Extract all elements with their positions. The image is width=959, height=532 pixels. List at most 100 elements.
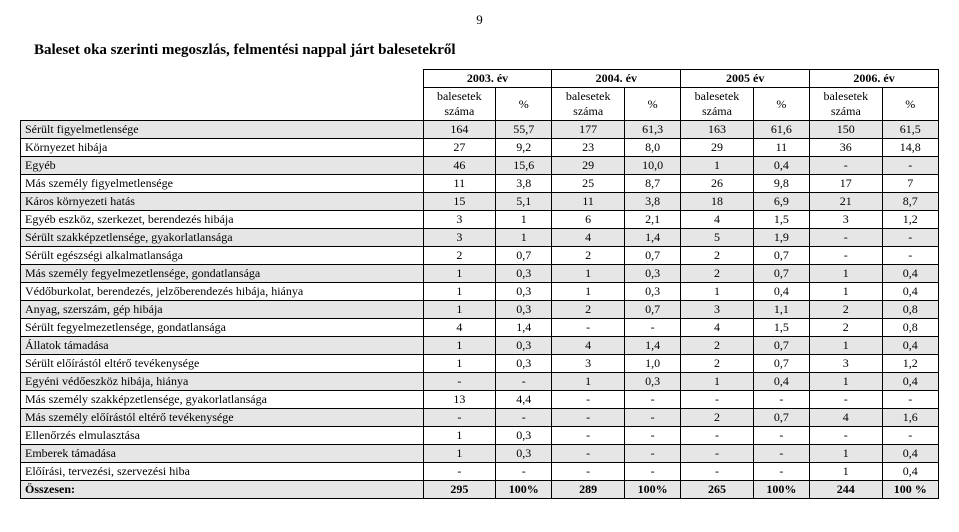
col-year-0: 2003. év bbox=[423, 70, 552, 88]
cell-pct: - bbox=[496, 373, 552, 391]
cell-pct: - bbox=[624, 409, 680, 427]
cell-pct: 0,4 bbox=[753, 283, 809, 301]
cell-pct: 0,7 bbox=[496, 247, 552, 265]
cell-count: 11 bbox=[552, 193, 624, 211]
cell-count: 163 bbox=[681, 121, 753, 139]
cell-pct: - bbox=[882, 247, 938, 265]
cell-pct: 0,8 bbox=[882, 301, 938, 319]
cell-count: 23 bbox=[552, 139, 624, 157]
cell-count: 1 bbox=[810, 445, 882, 463]
cell-count: 5 bbox=[681, 229, 753, 247]
table-row: Állatok támadása10,341,420,710,4 bbox=[21, 337, 939, 355]
cell-pct: 9,8 bbox=[753, 175, 809, 193]
cell-count: 177 bbox=[552, 121, 624, 139]
row-label: Sérült szakképzetlensége, gyakorlatlansá… bbox=[21, 229, 424, 247]
cell-count: - bbox=[810, 229, 882, 247]
cell-count: 2 bbox=[552, 247, 624, 265]
row-label: Sérült figyelmetlensége bbox=[21, 121, 424, 139]
cell-count: 2 bbox=[681, 409, 753, 427]
cell-count: 1 bbox=[681, 157, 753, 175]
cell-pct: - bbox=[882, 157, 938, 175]
table-row: Védőburkolat, berendezés, jelzőberendezé… bbox=[21, 283, 939, 301]
cell-pct: 61,5 bbox=[882, 121, 938, 139]
row-label: Környezet hibája bbox=[21, 139, 424, 157]
cell-pct: 0,7 bbox=[624, 301, 680, 319]
cell-count: 27 bbox=[423, 139, 495, 157]
cell-pct: 0,4 bbox=[882, 283, 938, 301]
cell-pct: 0,4 bbox=[882, 337, 938, 355]
cell-pct: 0,3 bbox=[496, 301, 552, 319]
cell-count: - bbox=[423, 409, 495, 427]
cell-count: 3 bbox=[552, 355, 624, 373]
cell-count: - bbox=[423, 463, 495, 481]
cell-count: 2 bbox=[552, 301, 624, 319]
table-row: Környezet hibája279,2238,029113614,8 bbox=[21, 139, 939, 157]
cell-count: 1 bbox=[423, 283, 495, 301]
row-label: Előírási, tervezési, szervezési hiba bbox=[21, 463, 424, 481]
cell-count: 150 bbox=[810, 121, 882, 139]
cell-pct: - bbox=[624, 463, 680, 481]
cell-count: 1 bbox=[423, 337, 495, 355]
header-blank bbox=[21, 70, 424, 121]
cell-count: 1 bbox=[681, 373, 753, 391]
table-row: Anyag, szerszám, gép hibája10,320,731,12… bbox=[21, 301, 939, 319]
row-label: Egyéb bbox=[21, 157, 424, 175]
total-row: Összesen:295100%289100%265100%244100 % bbox=[21, 481, 939, 499]
cell-pct: - bbox=[496, 409, 552, 427]
col-pct-3: % bbox=[882, 88, 938, 121]
total-pct: 100% bbox=[753, 481, 809, 499]
table-row: Egyéb eszköz, szerkezet, berendezés hibá… bbox=[21, 211, 939, 229]
cell-count: 1 bbox=[810, 463, 882, 481]
cell-count: 29 bbox=[681, 139, 753, 157]
row-label: Más személy szakképzetlensége, gyakorlat… bbox=[21, 391, 424, 409]
cell-count: 3 bbox=[681, 301, 753, 319]
cell-pct: - bbox=[753, 445, 809, 463]
cell-count: 21 bbox=[810, 193, 882, 211]
cell-pct: 61,6 bbox=[753, 121, 809, 139]
cell-pct: 3,8 bbox=[624, 193, 680, 211]
col-year-2: 2005 év bbox=[681, 70, 810, 88]
cell-pct: 8,0 bbox=[624, 139, 680, 157]
cell-count: 2 bbox=[810, 301, 882, 319]
cell-count: 25 bbox=[552, 175, 624, 193]
cell-pct: - bbox=[753, 391, 809, 409]
cell-count: - bbox=[681, 391, 753, 409]
cell-pct: 0,3 bbox=[496, 283, 552, 301]
row-label: Állatok támadása bbox=[21, 337, 424, 355]
cell-pct: 0,4 bbox=[882, 445, 938, 463]
cell-pct: - bbox=[882, 391, 938, 409]
table-row: Egyéni védőeszköz hibája, hiánya--10,310… bbox=[21, 373, 939, 391]
col-count-3: balesetek száma bbox=[810, 88, 882, 121]
table-row: Más személy figyelmetlensége113,8258,726… bbox=[21, 175, 939, 193]
cell-pct: 10,0 bbox=[624, 157, 680, 175]
cell-pct: 14,8 bbox=[882, 139, 938, 157]
cell-pct: 0,8 bbox=[882, 319, 938, 337]
cell-pct: 0,4 bbox=[753, 157, 809, 175]
cell-count: - bbox=[810, 427, 882, 445]
cell-count: 3 bbox=[810, 211, 882, 229]
cell-count: - bbox=[552, 463, 624, 481]
total-label: Összesen: bbox=[21, 481, 424, 499]
cell-count: 1 bbox=[552, 265, 624, 283]
cell-pct: 1 bbox=[496, 229, 552, 247]
cell-count: 1 bbox=[810, 283, 882, 301]
cell-pct: 0,7 bbox=[753, 409, 809, 427]
accidents-table: 2003. év 2004. év 2005 év 2006. év bales… bbox=[20, 69, 939, 499]
cell-pct: 0,3 bbox=[496, 445, 552, 463]
cell-count: 4 bbox=[681, 319, 753, 337]
cell-count: 4 bbox=[552, 337, 624, 355]
table-title: Baleset oka szerinti megoszlás, felmenté… bbox=[20, 42, 939, 59]
cell-count: - bbox=[423, 373, 495, 391]
cell-count: 2 bbox=[681, 265, 753, 283]
cell-count: 29 bbox=[552, 157, 624, 175]
cell-pct: 0,3 bbox=[624, 283, 680, 301]
row-label: Más személy figyelmetlensége bbox=[21, 175, 424, 193]
cell-count: 1 bbox=[423, 427, 495, 445]
cell-pct: 0,7 bbox=[753, 247, 809, 265]
cell-pct: - bbox=[496, 463, 552, 481]
cell-pct: 1,4 bbox=[624, 337, 680, 355]
cell-pct: 9,2 bbox=[496, 139, 552, 157]
cell-count: 2 bbox=[681, 337, 753, 355]
cell-count: 17 bbox=[810, 175, 882, 193]
cell-count: 1 bbox=[423, 445, 495, 463]
